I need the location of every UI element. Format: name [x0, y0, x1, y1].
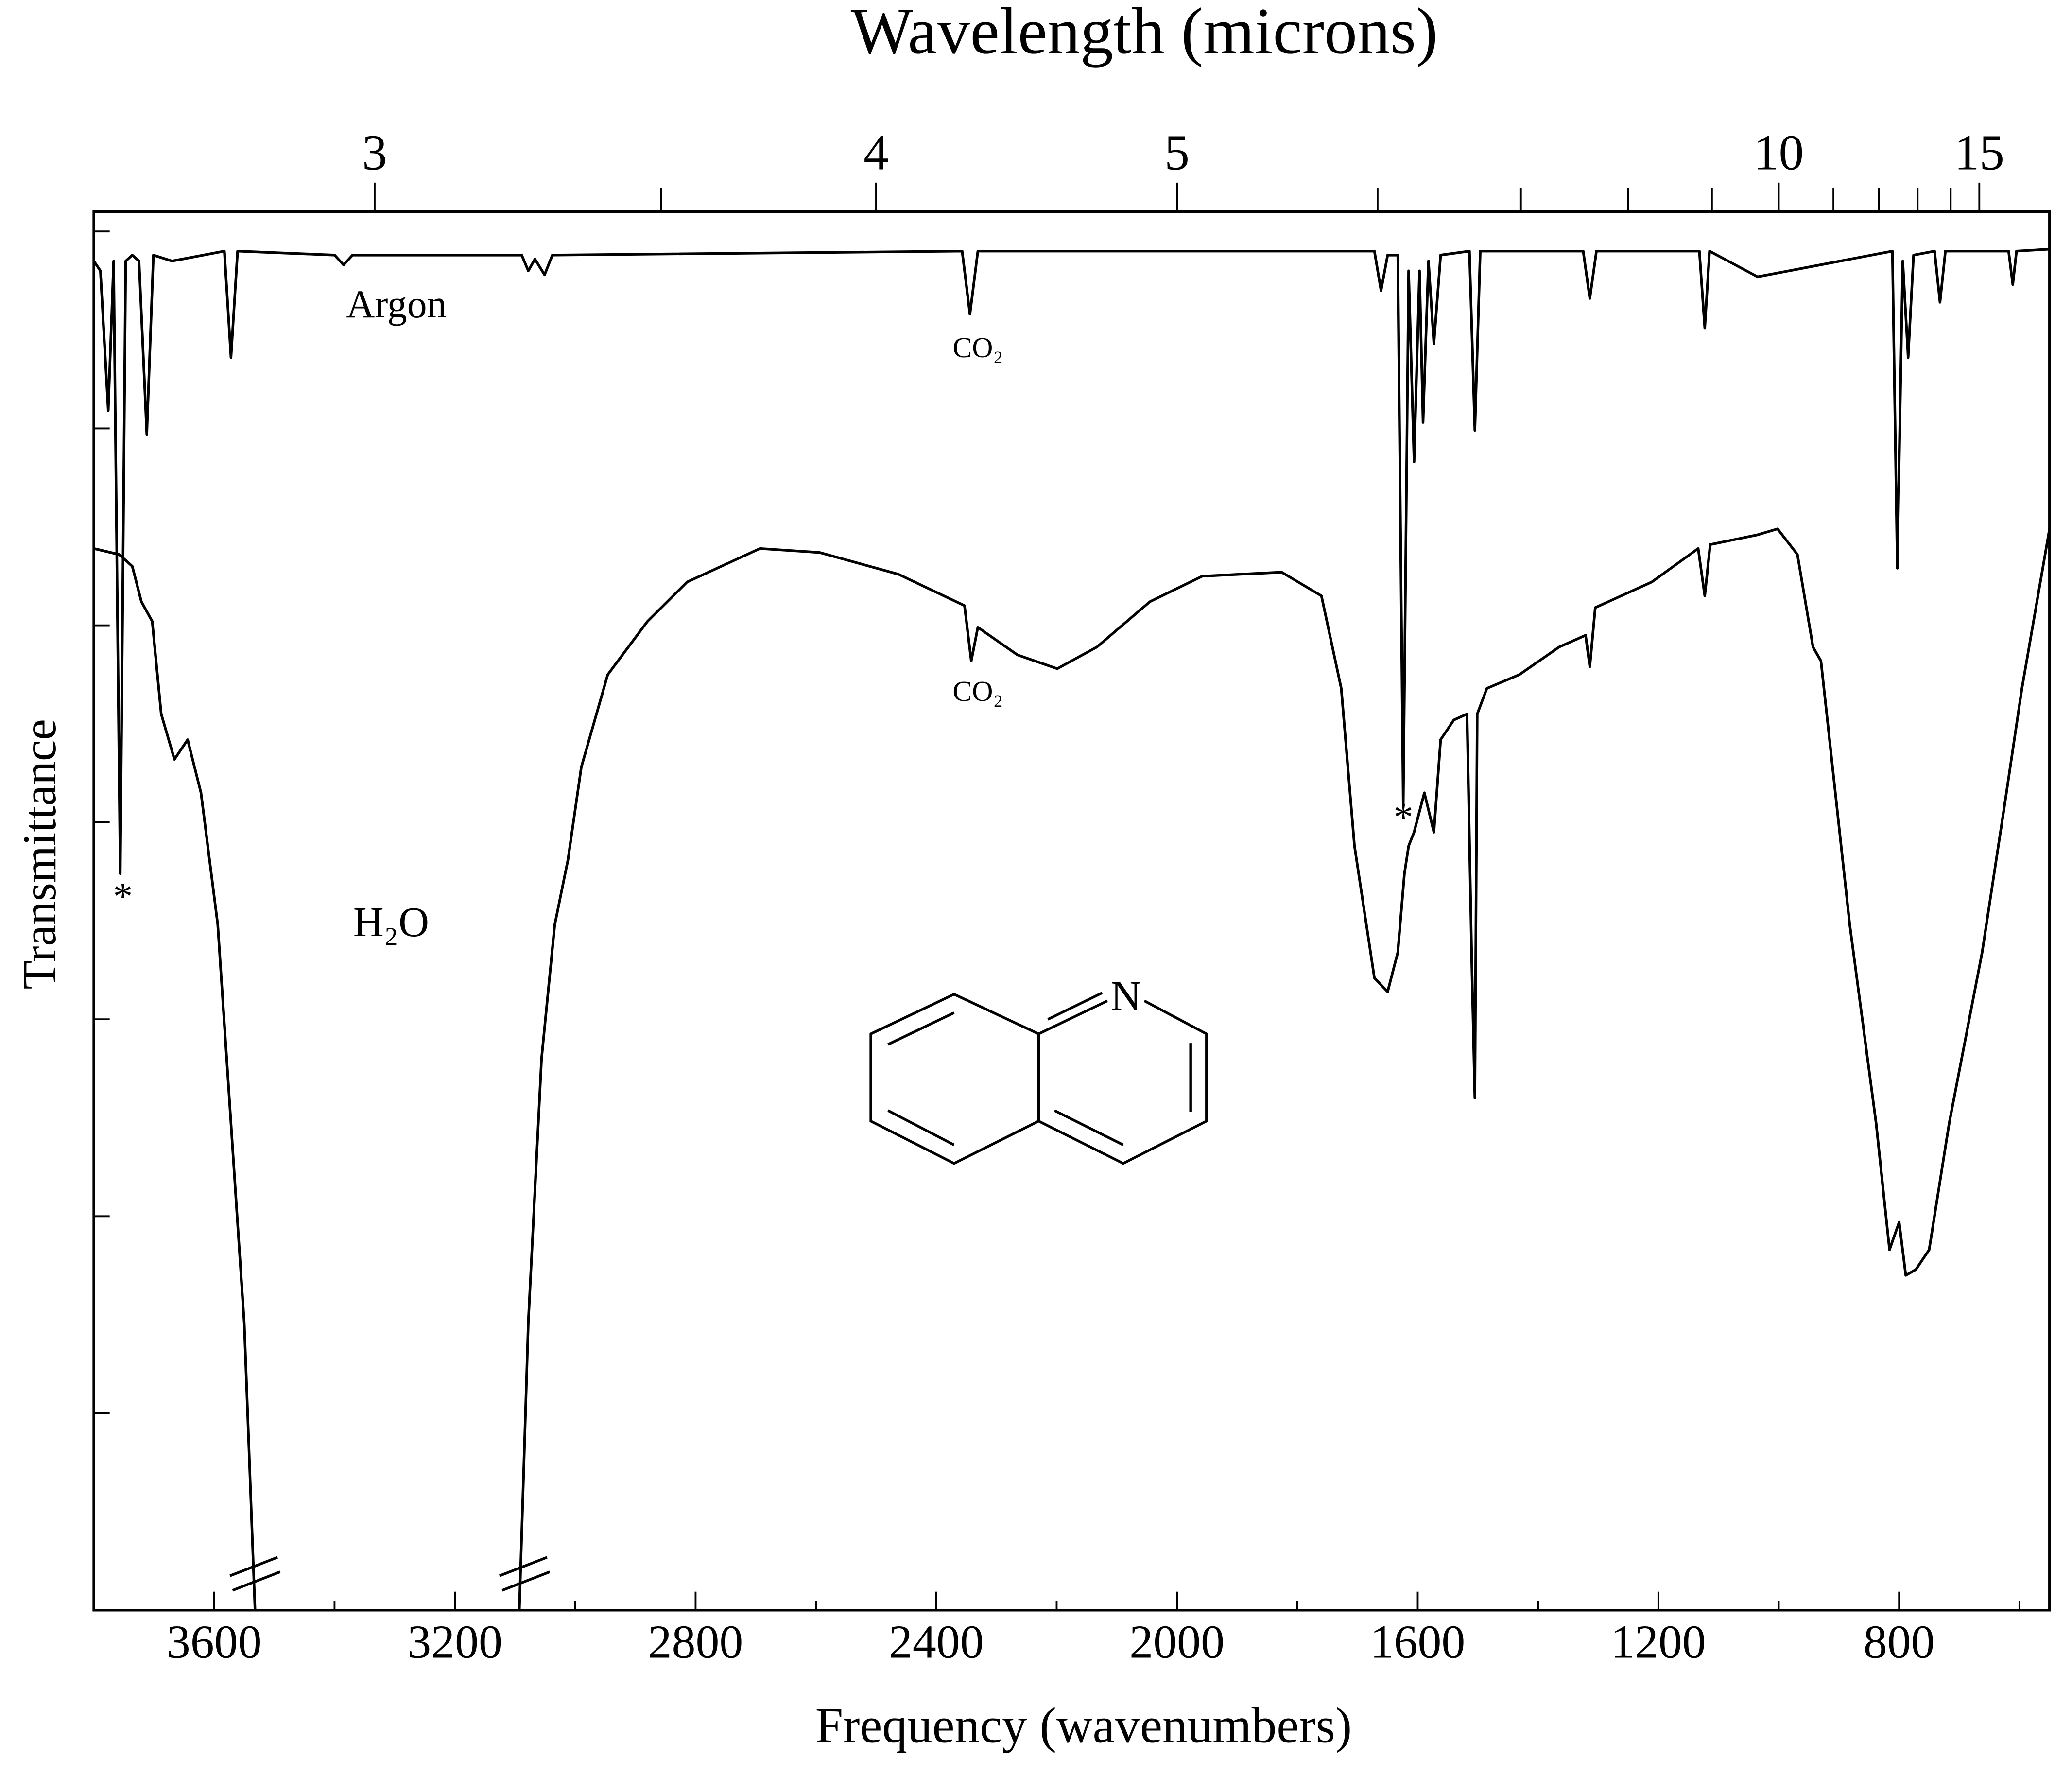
x-tick-label: 1600 — [1370, 1616, 1466, 1669]
x-tick-label: 2400 — [889, 1616, 984, 1669]
x-tick-label: 2800 — [648, 1616, 743, 1669]
x-tick-label: 3200 — [407, 1616, 502, 1669]
break-mark — [501, 1570, 551, 1592]
double-bond — [1053, 1109, 1124, 1146]
x-tick-label: 1200 — [1611, 1616, 1706, 1669]
x2-tick-label: 10 — [1754, 125, 1804, 181]
break-mark — [499, 1556, 548, 1577]
double-bond — [887, 1011, 955, 1046]
double-bond — [887, 1109, 955, 1146]
double-bond — [1047, 992, 1103, 1021]
x-tick-label: 3600 — [167, 1616, 262, 1669]
annotation: CO₂ — [952, 331, 1003, 364]
spectrum-line — [93, 527, 2051, 1610]
atom-label: N — [1110, 972, 1141, 1019]
x-tick-label: 2000 — [1129, 1616, 1225, 1669]
plot-frame — [92, 210, 2051, 1612]
bond — [1038, 999, 1108, 1035]
quinoline-structure: N — [869, 972, 1208, 1165]
spectrum-line — [92, 247, 2050, 875]
x-axis-label: Frequency (wavenumbers) — [815, 1698, 1352, 1754]
annotation: CO₂ — [952, 675, 1003, 707]
x2-tick-label: 15 — [1954, 125, 2004, 181]
bond — [1038, 999, 1208, 1165]
x2-tick-label: 5 — [1164, 125, 1190, 181]
break-mark — [232, 1570, 281, 1592]
annotation: H₂O — [353, 898, 429, 945]
x2-tick-label: 3 — [362, 125, 387, 181]
annotation: * — [113, 874, 133, 919]
annotation: Argon — [346, 282, 447, 326]
y-axis-label: Transmittance — [14, 719, 66, 989]
chart-title: Wavelength (microns) — [851, 0, 1438, 68]
x-tick-label: 800 — [1864, 1616, 1935, 1669]
annotation: * — [1394, 795, 1414, 839]
x2-tick-label: 4 — [863, 125, 889, 181]
